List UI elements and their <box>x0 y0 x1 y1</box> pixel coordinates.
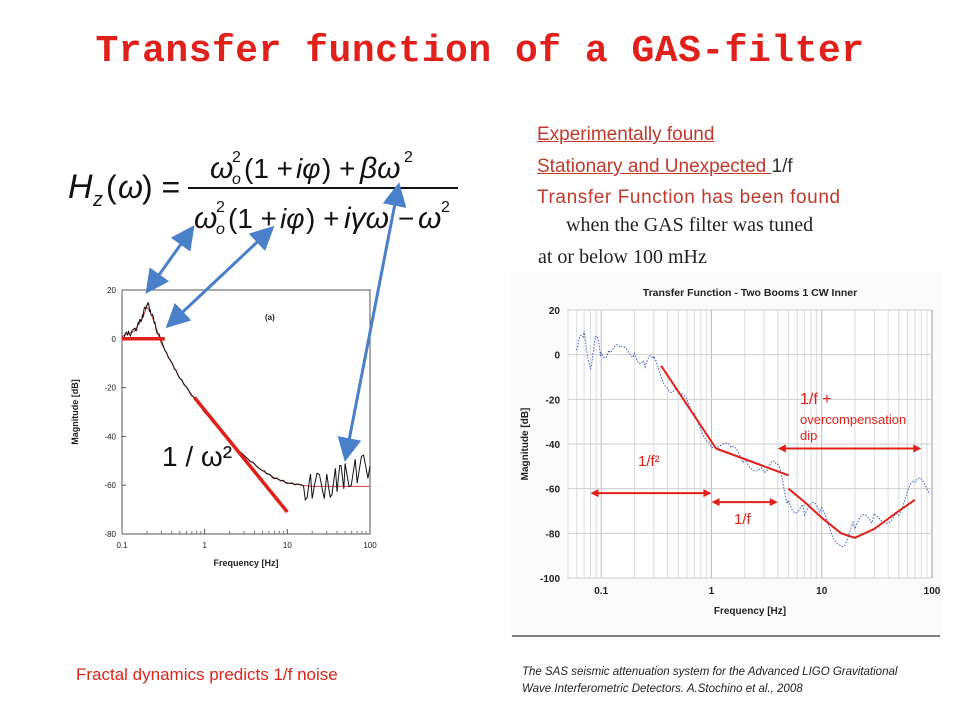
right-transfer-chart: 20 0 -20 -40 -60 -80 -100 0.1 1 10 100 Transfer Fun… <box>510 272 942 638</box>
svg-text:(1 +: (1 + <box>244 153 293 184</box>
left-panel-label: (a) <box>265 313 275 322</box>
left-plot-frame <box>121 289 371 535</box>
svg-text:) +: ) + <box>306 203 339 234</box>
right-annotation-dip: dip <box>800 428 817 443</box>
slide-title: Transfer function of a GAS-filter <box>95 30 865 73</box>
transfer-function-formula: H z ( ω ) = ω 2 o (1 + iφ ) + βω 2 ω 2 o… <box>68 149 458 238</box>
svg-text:iγω: iγω <box>344 202 389 235</box>
svg-text:2: 2 <box>441 199 450 216</box>
right-fit-overcompensation-dip <box>787 487 916 539</box>
right-y-tick-label: 20 <box>549 306 561 317</box>
right-chart-title: Transfer Function - Two Booms 1 CW Inner <box>643 287 857 299</box>
right-annotation-inverse-f: 1/f <box>734 511 752 528</box>
right-fit-inverse-f <box>715 447 789 477</box>
left-y-tick-label: -60 <box>104 481 116 490</box>
svg-text:ω: ω <box>194 202 217 235</box>
right-range-arrowhead-left <box>777 444 786 453</box>
svg-text:(: ( <box>106 169 117 205</box>
left-x-tick-label: 1 <box>202 541 207 550</box>
left-y-tick-label: 0 <box>112 335 117 344</box>
left-fit-omega-squared-line <box>192 396 289 514</box>
caption-fractal-dynamics: Fractal dynamics predicts 1/f noise <box>76 665 338 684</box>
left-x-axis-label: Frequency [Hz] <box>213 558 278 568</box>
right-y-tick-label: -80 <box>546 529 561 540</box>
svg-text:ω: ω <box>418 202 441 235</box>
left-x-tick-label: 100 <box>363 541 377 550</box>
right-y-tick-label: -60 <box>546 485 561 496</box>
svg-text:−: − <box>398 203 414 234</box>
svg-text:iφ: iφ <box>296 153 321 184</box>
right-range-arrowhead-right <box>769 498 778 507</box>
text-transfer-function: Transfer Function has been found <box>537 187 841 208</box>
right-range-arrowhead-left <box>590 489 599 498</box>
right-measured-trace <box>576 330 931 548</box>
left-transfer-chart: 20 0 -20 -40 -60 -800.1 1 10 100 Frequency [Hz] Ma… <box>70 286 377 568</box>
right-x-tick-label: 1 <box>709 586 715 597</box>
left-y-tick-label: 20 <box>107 286 116 295</box>
left-y-tick-label: -20 <box>104 384 116 393</box>
text-100mhz: at or below 100 mHz <box>538 246 707 268</box>
svg-text:2: 2 <box>404 149 413 166</box>
right-y-axis-label: Magnitude [dB] <box>520 408 531 481</box>
right-range-arrowhead-right <box>703 489 712 498</box>
svg-text:H: H <box>68 168 93 206</box>
left-y-tick-label: -40 <box>104 432 116 441</box>
right-x-tick-label: 0.1 <box>594 586 608 597</box>
svg-text:o: o <box>216 221 225 238</box>
right-x-axis-label: Frequency [Hz] <box>714 606 786 617</box>
text-experimentally-found: Experimentally found <box>537 124 715 145</box>
omega-squared-text: 1 / ω² <box>162 441 232 472</box>
svg-text:) =: ) = <box>142 169 180 205</box>
right-y-tick-label: -40 <box>546 440 561 451</box>
svg-text:o: o <box>232 171 241 188</box>
right-annotation-one-over-f-plus: 1/f + <box>800 391 832 408</box>
right-y-tick-label: -100 <box>540 574 560 585</box>
right-fit-inverse-f-squared <box>660 365 717 450</box>
svg-text:z: z <box>92 189 103 211</box>
text-stationary-underlined: Stationary and Unexpected <box>537 156 772 177</box>
text-stationary-line: Stationary and Unexpected 1/f <box>537 156 793 178</box>
right-x-tick-label: 100 <box>924 586 941 597</box>
svg-text:ω: ω <box>118 169 143 205</box>
right-annotation-inverse-f-squared: 1/f² <box>638 453 660 470</box>
text-one-over-f: 1/f <box>771 156 793 177</box>
text-gas-tuned: when the GAS filter was tuned <box>566 214 814 236</box>
left-y-tick-label: -80 <box>104 530 116 539</box>
right-range-arrowhead-right <box>913 444 922 453</box>
caption-citation: The SAS seismic attenuation system for t… <box>522 666 898 695</box>
right-x-tick-label: 10 <box>816 586 828 597</box>
right-y-tick-label: 0 <box>554 351 560 362</box>
right-range-arrowhead-left <box>711 498 720 507</box>
right-y-tick-label: -20 <box>546 395 561 406</box>
svg-text:ω: ω <box>210 152 233 185</box>
svg-text:2: 2 <box>232 149 241 166</box>
svg-text:) +: ) + <box>322 153 355 184</box>
svg-text:(1 +: (1 + <box>228 203 277 234</box>
svg-text:iφ: iφ <box>280 203 305 234</box>
right-annotation-overcompensation: overcompensation <box>800 412 906 427</box>
svg-text:2: 2 <box>216 199 225 216</box>
left-x-tick-label: 10 <box>283 541 292 550</box>
left-x-tick-label: 0.1 <box>116 541 128 550</box>
left-y-axis-label: Magnitude [dB] <box>70 379 80 445</box>
svg-text:βω: βω <box>359 152 401 185</box>
omega-squared-label: 1 / ω² <box>162 441 232 472</box>
